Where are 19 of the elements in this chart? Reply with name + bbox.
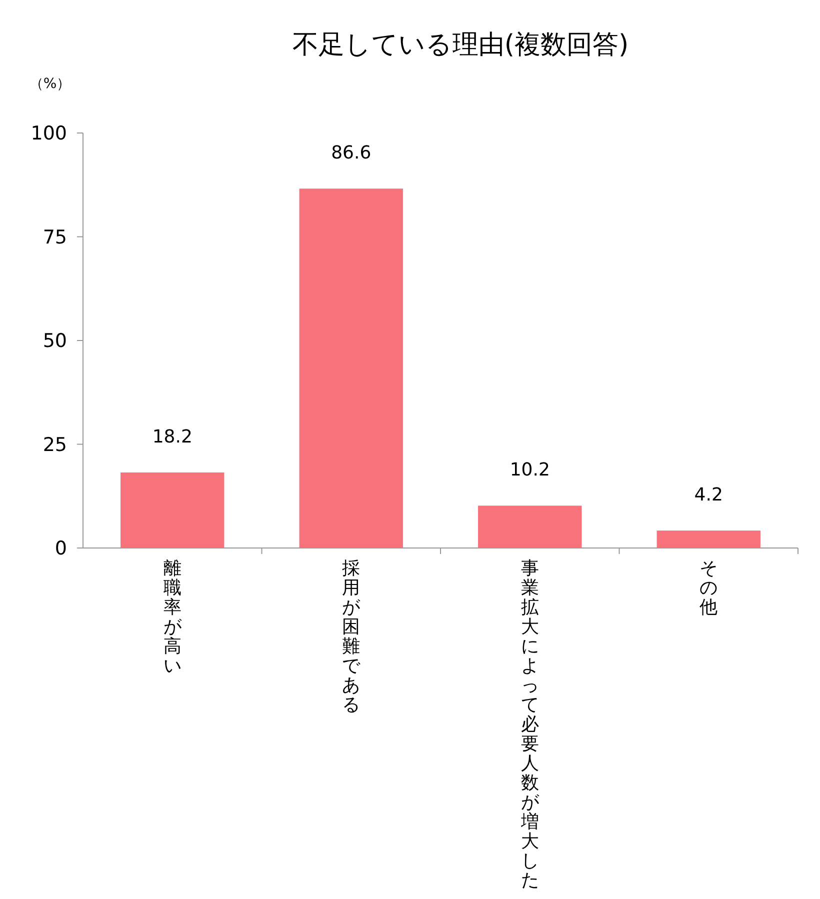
x-tick-label: 採用が困難である — [342, 558, 362, 716]
y-tick-label: 100 — [30, 122, 67, 145]
data-label: 4.2 — [694, 484, 723, 506]
y-tick-label: 75 — [42, 226, 67, 248]
data-label: 86.6 — [331, 142, 372, 164]
category-label: 事業拡大によって必要人数が増大した — [520, 558, 539, 891]
data-label: 10.2 — [510, 460, 550, 481]
bar — [478, 506, 582, 548]
bar — [120, 472, 224, 548]
bar — [299, 188, 403, 548]
x-tick-label: 離職率が高い — [163, 558, 182, 676]
bar — [656, 530, 760, 548]
y-axis-title: （%） — [29, 76, 71, 92]
y-tick-label: 25 — [42, 434, 67, 456]
y-tick-label: 0 — [54, 538, 67, 560]
chart-title: 不足している理由(複数回答) — [292, 30, 629, 60]
y-tick-label: 50 — [42, 330, 67, 352]
data-label: 18.2 — [152, 426, 192, 448]
x-tick-label: その他 — [700, 558, 718, 618]
